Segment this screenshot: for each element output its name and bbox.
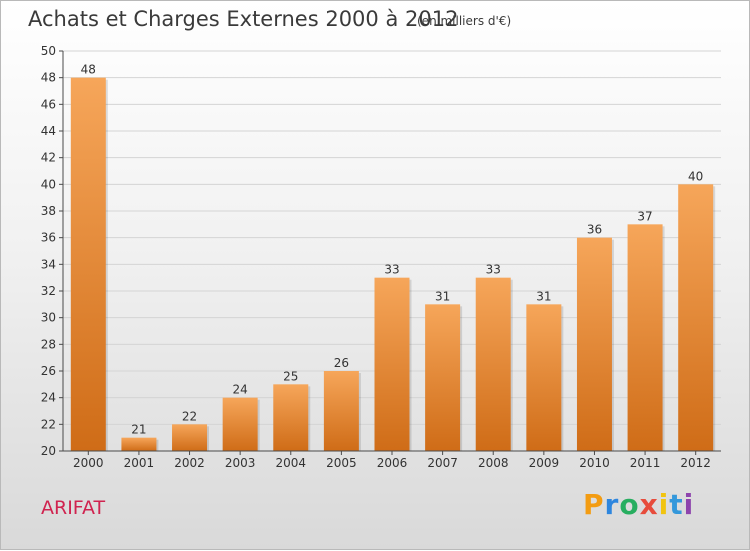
brand-letter: o xyxy=(619,488,640,521)
x-tick-label: 2007 xyxy=(427,456,458,470)
data-label: 21 xyxy=(131,423,146,437)
bar-2004 xyxy=(273,384,309,451)
y-tick-label: 28 xyxy=(41,337,56,351)
y-tick-label: 26 xyxy=(41,364,56,378)
x-tick-label: 2004 xyxy=(275,456,306,470)
data-label: 25 xyxy=(283,369,298,383)
y-tick-label: 30 xyxy=(41,311,56,325)
brand-letter: r xyxy=(604,488,620,521)
x-tick-label: 2011 xyxy=(630,456,661,470)
data-label: 31 xyxy=(435,289,450,303)
brand-letter: x xyxy=(639,488,659,521)
data-label: 26 xyxy=(334,356,349,370)
x-tick-label: 2002 xyxy=(174,456,205,470)
chart-title: Achats et Charges Externes 2000 à 2012 xyxy=(28,7,459,31)
bar-2008 xyxy=(475,277,511,451)
y-tick-label: 36 xyxy=(41,231,56,245)
bar-2009 xyxy=(526,304,562,451)
bar-2006 xyxy=(374,277,410,451)
x-tick-label: 2005 xyxy=(326,456,357,470)
bar-2001 xyxy=(121,437,157,451)
proxiti-logo: Proxiti xyxy=(583,488,694,521)
bar-2002 xyxy=(172,424,208,451)
x-tick-label: 2003 xyxy=(225,456,256,470)
y-tick-label: 48 xyxy=(41,71,56,85)
x-tick-label: 2012 xyxy=(680,456,711,470)
bar-2003 xyxy=(222,397,258,451)
bar-2007 xyxy=(425,304,461,451)
y-tick-label: 24 xyxy=(41,391,56,405)
data-label: 36 xyxy=(587,223,602,237)
bar-2010 xyxy=(576,237,612,451)
x-tick-label: 2010 xyxy=(579,456,610,470)
y-tick-label: 34 xyxy=(41,257,56,271)
x-tick-label: 2006 xyxy=(377,456,408,470)
data-label: 33 xyxy=(486,263,501,277)
x-tick-label: 2001 xyxy=(124,456,155,470)
data-label: 40 xyxy=(688,169,703,183)
commune-name: ARIFAT xyxy=(41,497,106,519)
x-tick-label: 2009 xyxy=(529,456,560,470)
x-tick-label: 2008 xyxy=(478,456,509,470)
y-tick-label: 44 xyxy=(41,124,56,138)
y-tick-label: 46 xyxy=(41,97,56,111)
y-tick-label: 50 xyxy=(41,44,56,58)
y-tick-label: 22 xyxy=(41,417,56,431)
y-tick-label: 38 xyxy=(41,204,56,218)
brand-letter: t xyxy=(669,488,684,521)
data-label: 33 xyxy=(384,263,399,277)
brand-letter: i xyxy=(658,488,670,521)
y-tick-label: 20 xyxy=(41,444,56,458)
bar-2000 xyxy=(70,77,106,452)
data-label: 37 xyxy=(637,209,652,223)
y-tick-label: 32 xyxy=(41,284,56,298)
data-label: 31 xyxy=(536,289,551,303)
brand-letter: P xyxy=(583,488,605,521)
x-tick-label: 2000 xyxy=(73,456,104,470)
data-label: 22 xyxy=(182,409,197,423)
chart-unit: (en milliers d'€) xyxy=(417,14,512,28)
data-label: 24 xyxy=(233,383,248,397)
data-label: 48 xyxy=(81,63,96,77)
brand-letter: i xyxy=(683,488,695,521)
bar-2012 xyxy=(678,184,714,452)
bar-2005 xyxy=(323,371,359,451)
y-tick-label: 42 xyxy=(41,151,56,165)
y-tick-label: 40 xyxy=(41,177,56,191)
bar-2011 xyxy=(627,224,663,451)
